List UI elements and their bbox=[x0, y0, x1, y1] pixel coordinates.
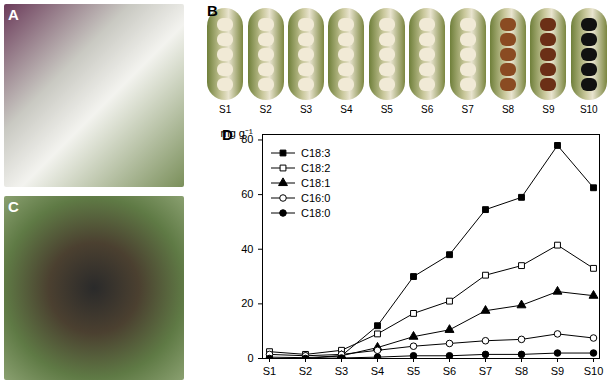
svg-text:S6: S6 bbox=[443, 365, 456, 377]
svg-text:0: 0 bbox=[247, 352, 253, 364]
svg-text:mg g⁻¹: mg g⁻¹ bbox=[221, 127, 253, 139]
svg-text:S9: S9 bbox=[551, 365, 564, 377]
svg-text:S4: S4 bbox=[371, 365, 384, 377]
svg-text:S5: S5 bbox=[407, 365, 420, 377]
svg-text:S1: S1 bbox=[263, 365, 276, 377]
svg-text:60: 60 bbox=[241, 188, 253, 200]
svg-text:S3: S3 bbox=[335, 365, 348, 377]
svg-text:S8: S8 bbox=[515, 365, 528, 377]
svg-text:40: 40 bbox=[241, 243, 253, 255]
svg-text:S2: S2 bbox=[299, 365, 312, 377]
svg-text:S10: S10 bbox=[584, 365, 604, 377]
svg-text:20: 20 bbox=[241, 297, 253, 309]
svg-text:S7: S7 bbox=[479, 365, 492, 377]
